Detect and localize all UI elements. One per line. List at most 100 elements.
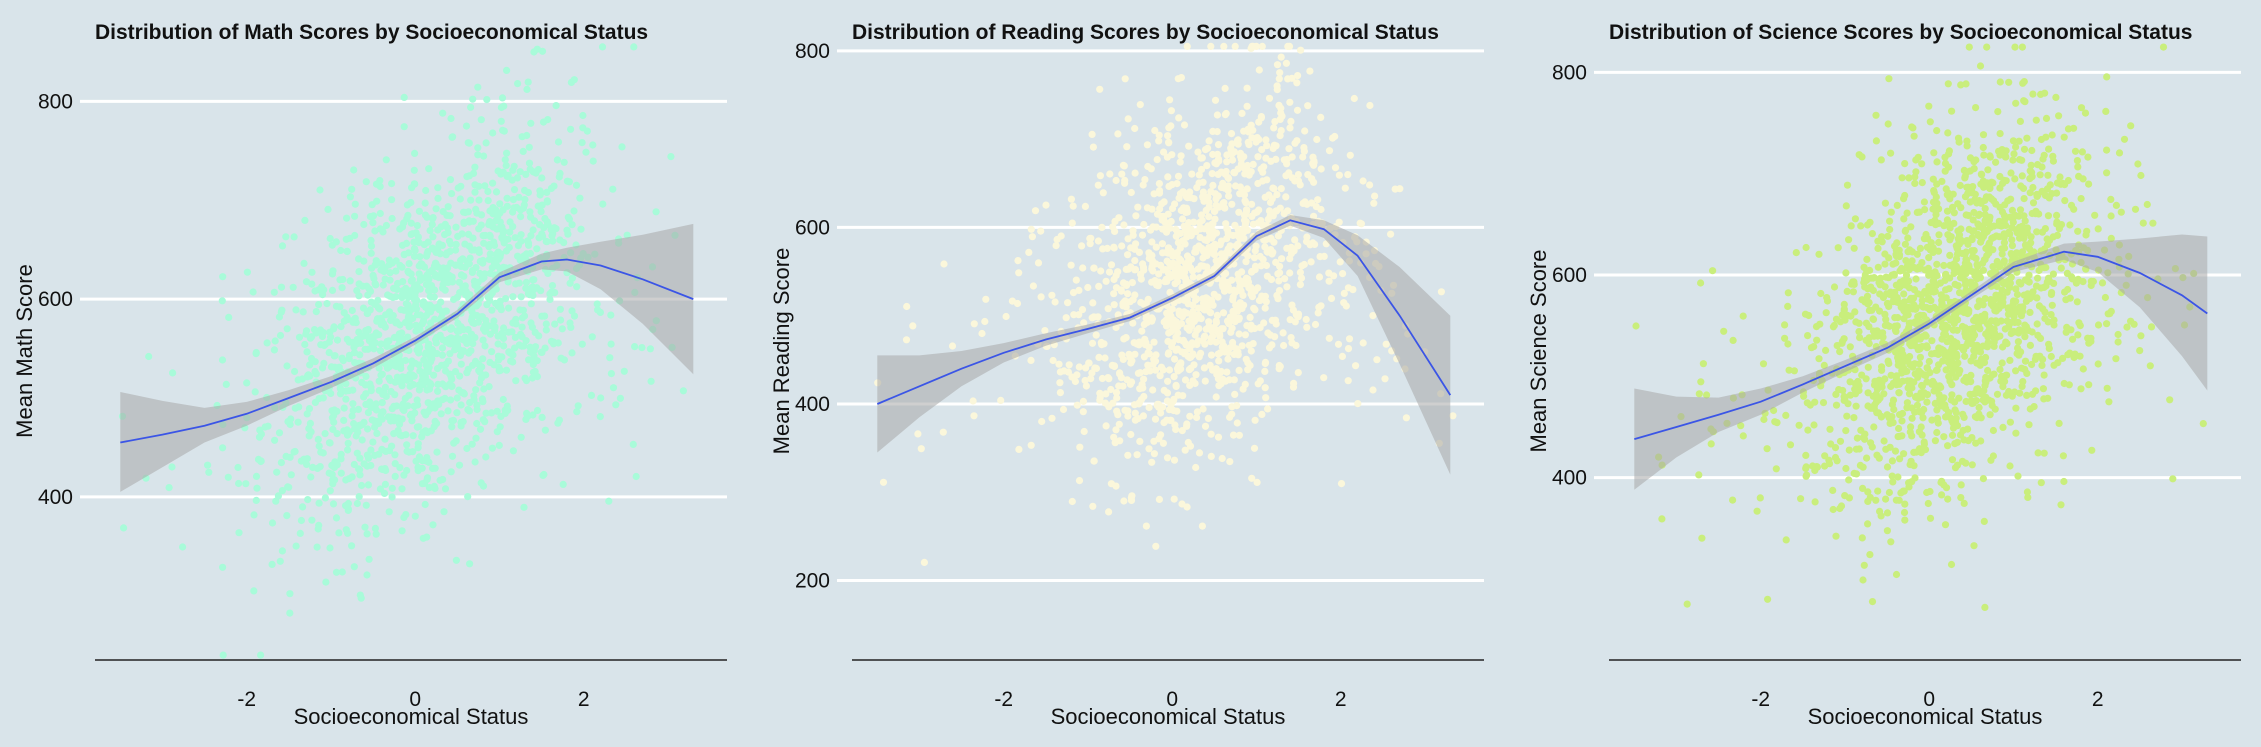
math-data-point: [358, 421, 366, 429]
science-data-point: [1658, 515, 1666, 523]
reading-data-point: [1049, 356, 1057, 365]
science-data-point: [1903, 209, 1911, 217]
reading-data-point: [1261, 304, 1269, 312]
math-data-point: [429, 350, 437, 359]
reading-data-point: [1248, 293, 1256, 301]
math-data-point: [331, 363, 339, 371]
science-data-point: [1925, 102, 1933, 110]
science-data-point: [1925, 357, 1933, 366]
science-data-points: [1632, 43, 2207, 612]
math-data-point: [415, 207, 423, 215]
reading-data-point: [1268, 195, 1276, 203]
science-data-point: [1804, 332, 1812, 340]
math-data-point: [573, 408, 581, 416]
science-data-point: [1986, 152, 1994, 160]
reading-data-point: [1242, 274, 1250, 282]
math-data-point: [517, 231, 525, 239]
reading-data-point: [1155, 131, 1163, 139]
reading-data-point: [1140, 266, 1148, 274]
math-data-point: [518, 323, 526, 331]
math-data-point: [512, 377, 520, 385]
math-data-point: [497, 412, 505, 421]
math-data-point: [486, 250, 494, 258]
math-data-point: [473, 311, 481, 320]
math-data-point: [515, 193, 523, 201]
math-data-point: [570, 312, 579, 320]
reading-data-point: [1219, 276, 1227, 284]
science-data-point: [2006, 462, 2014, 470]
science-data-point: [2020, 78, 2028, 86]
reading-x-tick-label: -2: [994, 688, 1013, 711]
math-data-point: [257, 457, 265, 465]
math-data-point: [498, 223, 506, 231]
math-data-point: [426, 301, 434, 309]
math-data-point: [295, 403, 303, 411]
science-data-point: [2103, 384, 2111, 392]
math-data-point: [495, 367, 503, 375]
science-data-point: [1985, 216, 1993, 224]
math-data-point: [607, 340, 615, 348]
math-data-point: [295, 333, 304, 341]
math-data-point: [460, 390, 468, 398]
reading-data-point: [1193, 413, 1201, 422]
science-data-point: [1998, 359, 2006, 367]
science-data-point: [1937, 478, 1945, 487]
science-data-point: [2069, 335, 2077, 343]
science-data-point: [1970, 331, 1979, 339]
math-data-point: [314, 435, 322, 443]
math-data-point: [646, 345, 655, 353]
science-data-point: [1802, 463, 1810, 471]
math-data-point: [304, 496, 312, 504]
reading-data-point: [1275, 365, 1283, 373]
reading-data-point: [1329, 134, 1337, 142]
reading-data-point: [1205, 244, 1213, 252]
math-data-point: [452, 261, 460, 269]
math-data-point: [473, 419, 481, 428]
science-data-point: [1837, 502, 1846, 510]
reading-data-point: [1275, 75, 1283, 83]
science-data-point: [1963, 137, 1971, 145]
math-data-point: [378, 445, 386, 453]
reading-data-point: [1238, 109, 1246, 117]
reading-data-point: [1177, 74, 1185, 82]
math-data-point: [366, 213, 374, 221]
science-data-point: [1899, 487, 1907, 495]
math-data-point: [351, 212, 359, 220]
reading-data-point: [1314, 196, 1322, 204]
science-data-point: [1984, 366, 1992, 375]
math-data-point: [398, 527, 406, 535]
math-data-point: [342, 387, 350, 395]
math-data-point: [520, 312, 529, 320]
math-data-point: [391, 378, 399, 386]
reading-data-point: [1105, 508, 1113, 516]
reading-data-point: [1089, 143, 1097, 151]
science-data-point: [1703, 391, 1711, 399]
reading-smooth-line: [876, 219, 1452, 405]
math-data-point: [558, 325, 566, 333]
math-data-point: [408, 184, 416, 192]
math-data-point: [179, 543, 187, 551]
math-data-point: [539, 232, 547, 240]
math-data-point: [442, 383, 450, 391]
reading-data-point: [1112, 176, 1120, 185]
reading-data-point: [1158, 403, 1167, 411]
science-confidence-band: [1634, 234, 2208, 490]
science-data-point: [2079, 278, 2087, 286]
science-data-point: [2001, 325, 2009, 333]
math-data-point: [609, 185, 617, 193]
math-data-point: [465, 407, 473, 415]
reading-data-point: [1112, 389, 1121, 397]
reading-data-point: [1301, 198, 1309, 206]
reading-data-point: [1193, 184, 1201, 192]
reading-data-point: [1268, 341, 1276, 349]
reading-data-point: [1136, 338, 1144, 346]
math-data-point: [521, 195, 529, 204]
math-data-point: [364, 481, 372, 489]
science-data-point: [1909, 124, 1917, 132]
science-data-point: [1931, 383, 1939, 391]
math-data-point: [479, 336, 487, 344]
math-data-point: [218, 297, 226, 305]
math-data-point: [337, 246, 345, 255]
